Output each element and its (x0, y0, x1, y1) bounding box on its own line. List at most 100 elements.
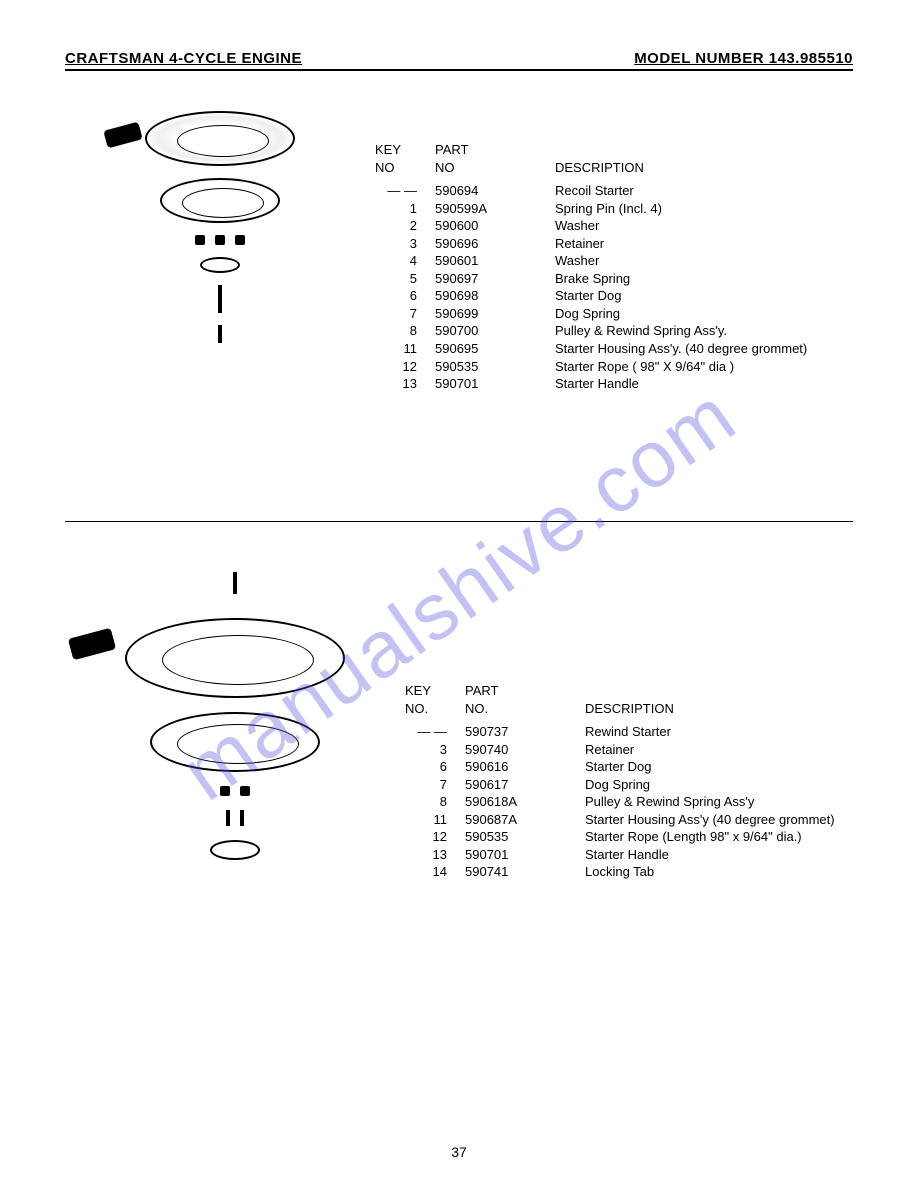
cell-part: 590695 (435, 340, 555, 358)
cell-description: Rewind Starter (585, 723, 853, 741)
cell-description: Starter Dog (555, 287, 853, 305)
col-desc-label: DESCRIPTION (555, 159, 644, 177)
cell-key: 12 (375, 358, 435, 376)
col-no-label: NO. (405, 700, 465, 718)
table-row: 11590687AStarter Housing Ass'y (40 degre… (405, 811, 853, 829)
table-row: 7590617Dog Spring (405, 776, 853, 794)
col-desc-label: DESCRIPTION (585, 700, 674, 718)
table-row: 3590740Retainer (405, 741, 853, 759)
cell-key: 3 (405, 741, 465, 759)
cell-description: Retainer (555, 235, 853, 253)
cell-part: 590701 (435, 375, 555, 393)
table-row: 12590535Starter Rope ( 98" X 9/64" dia ) (375, 358, 853, 376)
parts-list-2: KEY NO. PART NO. DESCRIPTION — —590737Re… (405, 562, 853, 881)
cell-part: 590741 (465, 863, 585, 881)
cell-part: 590701 (465, 846, 585, 864)
cell-description: Dog Spring (585, 776, 853, 794)
col-no-label2: NO. (465, 700, 585, 718)
cell-part: 590535 (435, 358, 555, 376)
cell-description: Pulley & Rewind Spring Ass'y. (555, 322, 853, 340)
parts-list-1: KEY NO PART NO DESCRIPTION — —590694Reco… (375, 101, 853, 393)
table-row: 7590699Dog Spring (375, 305, 853, 323)
cell-part: 590700 (435, 322, 555, 340)
cell-description: Starter Rope (Length 98" x 9/64" dia.) (585, 828, 853, 846)
diagram-2 (65, 562, 405, 982)
col-no-label: NO (375, 159, 435, 177)
cell-description: Starter Rope ( 98" X 9/64" dia ) (555, 358, 853, 376)
cell-key: 1 (375, 200, 435, 218)
cell-part: 590697 (435, 270, 555, 288)
table-row: 8590700Pulley & Rewind Spring Ass'y. (375, 322, 853, 340)
col-part-label: PART (435, 141, 555, 159)
cell-description: Spring Pin (Incl. 4) (555, 200, 853, 218)
cell-key: 6 (405, 758, 465, 776)
cell-description: Starter Housing Ass'y (40 degree grommet… (585, 811, 853, 829)
cell-part: 590616 (465, 758, 585, 776)
cell-part: 590737 (465, 723, 585, 741)
cell-part: 590618A (465, 793, 585, 811)
col-key-label: KEY (375, 141, 435, 159)
section-2: KEY NO. PART NO. DESCRIPTION — —590737Re… (65, 562, 853, 982)
table-row: 6590698Starter Dog (375, 287, 853, 305)
table-header: KEY NO. PART NO. DESCRIPTION (405, 682, 853, 717)
page-number: 37 (0, 1144, 918, 1160)
cell-key: 5 (375, 270, 435, 288)
section-divider (65, 521, 853, 522)
table-row: 5590697Brake Spring (375, 270, 853, 288)
cell-description: Recoil Starter (555, 182, 853, 200)
page-header: CRAFTSMAN 4-CYCLE ENGINE MODEL NUMBER 14… (65, 50, 853, 71)
cell-description: Dog Spring (555, 305, 853, 323)
col-key-label: KEY (405, 682, 465, 700)
cell-key: — — (405, 723, 465, 741)
table-row: 8590618APulley & Rewind Spring Ass'y (405, 793, 853, 811)
cell-part: 590535 (465, 828, 585, 846)
table-row: 3590696Retainer (375, 235, 853, 253)
table-row: 4590601Washer (375, 252, 853, 270)
cell-key: 7 (375, 305, 435, 323)
cell-description: Pulley & Rewind Spring Ass'y (585, 793, 853, 811)
cell-description: Starter Dog (585, 758, 853, 776)
cell-part: 590687A (465, 811, 585, 829)
table-header: KEY NO PART NO DESCRIPTION (375, 141, 853, 176)
cell-description: Brake Spring (555, 270, 853, 288)
table-row: 2590600Washer (375, 217, 853, 235)
cell-description: Starter Housing Ass'y. (40 degree gromme… (555, 340, 853, 358)
cell-description: Washer (555, 252, 853, 270)
cell-key: 12 (405, 828, 465, 846)
cell-description: Starter Handle (555, 375, 853, 393)
cell-key: 13 (375, 375, 435, 393)
cell-part: 590696 (435, 235, 555, 253)
cell-key: — — (375, 182, 435, 200)
table-row: 1590599ASpring Pin (Incl. 4) (375, 200, 853, 218)
table-row: 13590701Starter Handle (405, 846, 853, 864)
cell-part: 590617 (465, 776, 585, 794)
table-row: — —590737Rewind Starter (405, 723, 853, 741)
cell-key: 2 (375, 217, 435, 235)
table-row: 6590616Starter Dog (405, 758, 853, 776)
table-row: 12590535Starter Rope (Length 98" x 9/64"… (405, 828, 853, 846)
cell-part: 590601 (435, 252, 555, 270)
col-no-label2: NO (435, 159, 555, 177)
cell-part: 590740 (465, 741, 585, 759)
cell-part: 590698 (435, 287, 555, 305)
cell-description: Retainer (585, 741, 853, 759)
table-row: 14590741Locking Tab (405, 863, 853, 881)
exploded-view-icon (85, 562, 385, 982)
cell-key: 13 (405, 846, 465, 864)
cell-key: 7 (405, 776, 465, 794)
diagram-1 (65, 101, 375, 491)
table-row: 13590701Starter Handle (375, 375, 853, 393)
cell-part: 590699 (435, 305, 555, 323)
cell-key: 3 (375, 235, 435, 253)
cell-description: Washer (555, 217, 853, 235)
col-part-label: PART (465, 682, 585, 700)
cell-key: 14 (405, 863, 465, 881)
table-row: 11590695Starter Housing Ass'y. (40 degre… (375, 340, 853, 358)
exploded-view-icon (90, 111, 350, 491)
cell-key: 11 (375, 340, 435, 358)
header-title-right: MODEL NUMBER 143.985510 (634, 50, 853, 67)
cell-description: Locking Tab (585, 863, 853, 881)
cell-key: 8 (405, 793, 465, 811)
cell-part: 590694 (435, 182, 555, 200)
cell-part: 590599A (435, 200, 555, 218)
